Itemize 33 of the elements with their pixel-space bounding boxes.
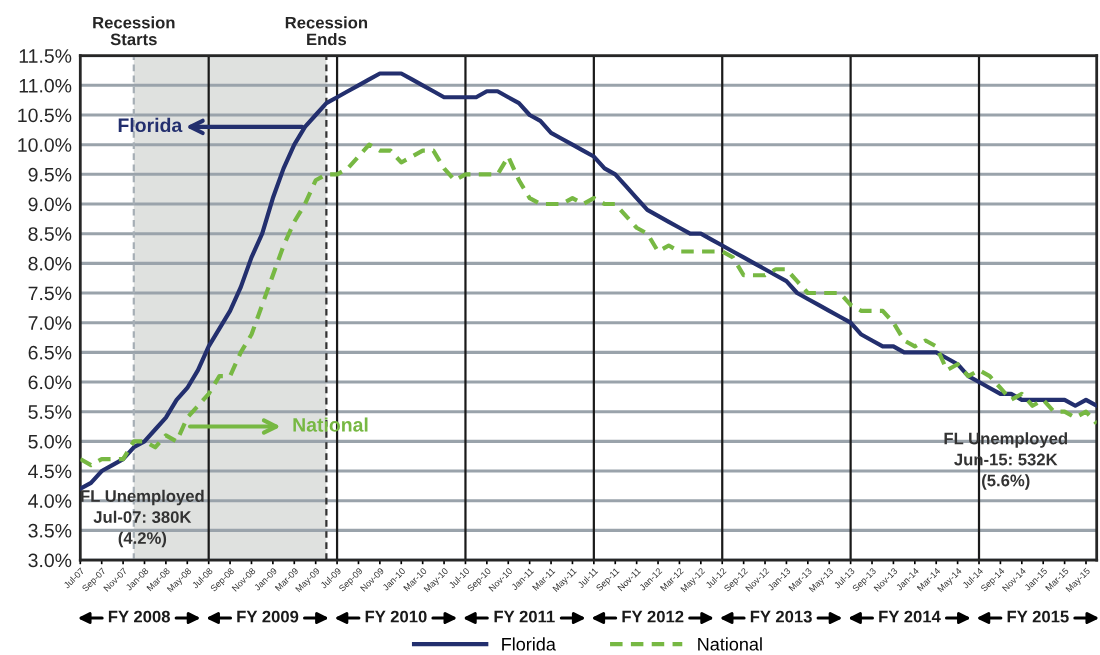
y-tick-label: 3.0% xyxy=(28,553,72,568)
text: FY 2011 xyxy=(494,610,555,623)
y-tick-label: 8.5% xyxy=(28,227,72,241)
y-tick-label: 10.5% xyxy=(18,108,72,123)
y-tick-label: 6.0% xyxy=(28,375,72,390)
text: FY 2012 xyxy=(622,610,684,623)
legend-label: National xyxy=(698,637,762,651)
y-tick-label: 6.5% xyxy=(28,345,72,360)
y-tick-label: 5.5% xyxy=(28,405,72,419)
y-tick-label: 5.0% xyxy=(28,434,72,449)
legend-label: Florida xyxy=(502,637,556,651)
text: FY 2015 xyxy=(1007,610,1069,623)
y-tick-label: 4.0% xyxy=(28,494,72,508)
ref-line-label: Recession Ends xyxy=(285,16,368,46)
y-tick-label: 3.5% xyxy=(28,523,72,538)
annotation: Florida xyxy=(118,117,183,133)
text: FY 2014 xyxy=(879,610,941,623)
line-series xyxy=(80,71,1097,491)
text: FY 2009 xyxy=(237,610,299,623)
line-series xyxy=(80,142,1097,468)
ref-line-label: Recession Starts xyxy=(93,16,175,46)
y-tick-label: 11.0% xyxy=(19,78,72,93)
y-tick-label: 8.0% xyxy=(28,256,72,271)
text: FY 2008 xyxy=(108,610,170,623)
y-tick-label: 11.5% xyxy=(19,49,72,63)
y-tick-label: 7.0% xyxy=(28,316,72,330)
text: FY 2013 xyxy=(750,610,812,623)
text: FY 2010 xyxy=(365,610,427,623)
y-tick-label: 4.5% xyxy=(28,464,72,479)
y-tick-label: 10.0% xyxy=(18,138,72,152)
y-tick-label: 9.0% xyxy=(28,197,72,212)
y-tick-label: 9.5% xyxy=(28,167,72,182)
y-tick-label: 7.5% xyxy=(28,286,72,301)
